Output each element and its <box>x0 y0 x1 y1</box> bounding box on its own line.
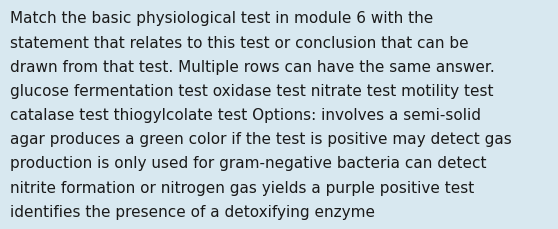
Text: statement that relates to this test or conclusion that can be: statement that relates to this test or c… <box>10 35 469 50</box>
Text: nitrite formation or nitrogen gas yields a purple positive test: nitrite formation or nitrogen gas yields… <box>10 180 474 195</box>
Text: agar produces a green color if the test is positive may detect gas: agar produces a green color if the test … <box>10 132 512 147</box>
Text: catalase test thiogylcolate test Options: involves a semi-solid: catalase test thiogylcolate test Options… <box>10 108 481 123</box>
Text: identifies the presence of a detoxifying enzyme: identifies the presence of a detoxifying… <box>10 204 375 219</box>
Text: production is only used for gram-negative bacteria can detect: production is only used for gram-negativ… <box>10 156 487 171</box>
Text: drawn from that test. Multiple rows can have the same answer.: drawn from that test. Multiple rows can … <box>10 60 495 74</box>
Text: glucose fermentation test oxidase test nitrate test motility test: glucose fermentation test oxidase test n… <box>10 84 493 98</box>
Text: Match the basic physiological test in module 6 with the: Match the basic physiological test in mo… <box>10 11 434 26</box>
